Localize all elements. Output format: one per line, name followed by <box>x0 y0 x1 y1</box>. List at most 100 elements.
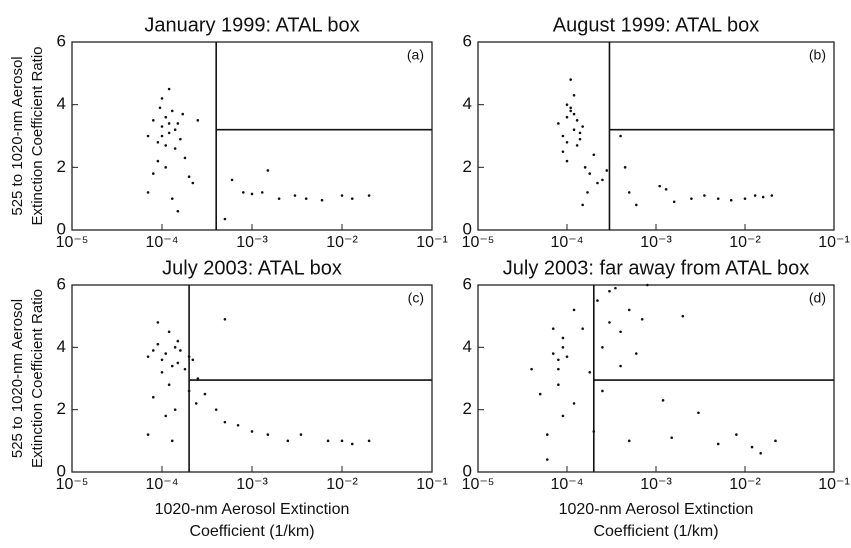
point <box>173 408 177 411</box>
point <box>164 115 168 119</box>
point <box>619 330 622 334</box>
point <box>561 414 565 418</box>
point <box>173 147 177 150</box>
point <box>260 191 264 194</box>
x-tick-label: 10⁻² <box>326 234 358 251</box>
point <box>151 395 155 399</box>
point <box>716 197 720 200</box>
point <box>592 153 596 157</box>
panel-title: January 1999: ATAL box <box>144 14 359 36</box>
point <box>530 367 533 371</box>
panel-label: (a) <box>407 47 424 63</box>
y-tick-label: 0 <box>57 219 66 238</box>
x-tick-label: 10⁻⁵ <box>56 234 89 251</box>
x-tick-label: 10⁻² <box>326 476 358 493</box>
point <box>176 361 180 365</box>
point <box>266 169 270 172</box>
y-axis-label: 525 to 1020-nm Aerosol <box>9 56 26 215</box>
point <box>277 197 281 200</box>
point <box>601 389 604 393</box>
point <box>156 342 160 346</box>
y-tick-label: 6 <box>57 274 66 293</box>
point <box>545 458 549 461</box>
point <box>581 125 584 128</box>
point <box>670 436 673 440</box>
point <box>173 346 177 349</box>
point <box>743 197 747 200</box>
point <box>619 364 622 368</box>
point <box>191 358 195 362</box>
point <box>569 109 572 113</box>
point <box>557 383 560 387</box>
x-axis-label: Coefficient (1/km) <box>189 523 314 540</box>
x-tick-label: 10⁻⁴ <box>550 234 583 251</box>
point <box>770 194 774 197</box>
point <box>146 355 150 358</box>
point <box>565 355 569 358</box>
point <box>196 119 200 122</box>
point <box>164 414 168 418</box>
point <box>350 442 354 446</box>
point <box>601 346 604 349</box>
x-tick-label: 10⁻⁵ <box>56 476 89 493</box>
x-tick-label: 10⁻³ <box>640 234 672 251</box>
x-axis-label: 1020-nm Aerosol Extinction <box>559 501 754 518</box>
panel-label: (c) <box>408 290 424 306</box>
point <box>170 439 174 443</box>
point <box>572 112 576 116</box>
point <box>569 106 572 110</box>
point <box>223 420 227 424</box>
x-tick-label: 10⁻⁵ <box>462 234 495 251</box>
point <box>538 392 542 396</box>
point <box>160 370 164 374</box>
point <box>608 289 611 293</box>
point <box>581 327 584 330</box>
point <box>236 423 240 427</box>
y-tick-label: 4 <box>57 337 66 356</box>
point <box>158 106 162 110</box>
plot-frame <box>71 41 433 231</box>
point <box>164 144 168 147</box>
point <box>729 198 733 202</box>
point <box>187 355 191 358</box>
x-tick-label: 10⁻² <box>729 234 761 251</box>
point <box>173 128 177 132</box>
point <box>557 122 560 125</box>
point <box>592 430 596 433</box>
point <box>561 336 565 340</box>
point <box>367 194 371 197</box>
point <box>170 197 174 200</box>
point <box>572 93 576 97</box>
point <box>664 187 668 191</box>
point <box>759 452 762 455</box>
point <box>690 197 693 200</box>
point <box>578 137 582 141</box>
point <box>750 445 754 449</box>
point <box>176 339 180 343</box>
x-tick-label: 10⁻³ <box>640 476 672 493</box>
point <box>167 87 171 91</box>
point <box>561 150 565 153</box>
point <box>697 411 700 415</box>
point <box>596 181 599 185</box>
point <box>596 299 599 302</box>
point <box>627 191 631 194</box>
x-tick-label: 10⁻⁵ <box>462 476 495 493</box>
point <box>681 314 685 318</box>
point <box>640 317 644 321</box>
y-tick-label: 6 <box>463 274 472 293</box>
x-tick-label: 10⁻² <box>729 476 761 493</box>
point <box>194 402 198 405</box>
point <box>214 408 218 411</box>
point <box>299 433 303 436</box>
point <box>575 119 579 122</box>
point <box>583 166 587 169</box>
point <box>601 178 604 182</box>
x-tick-label: 10⁻⁴ <box>145 234 178 251</box>
point <box>179 137 182 141</box>
point <box>588 370 592 374</box>
point <box>151 349 155 352</box>
point <box>230 178 234 182</box>
point <box>250 192 254 196</box>
y-tick-label: 2 <box>57 157 66 176</box>
